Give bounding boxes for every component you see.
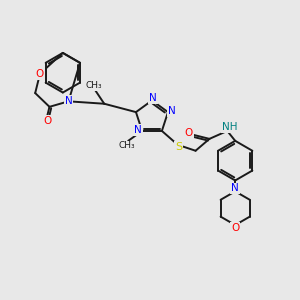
- Text: S: S: [175, 142, 182, 152]
- Text: O: O: [44, 116, 52, 126]
- Text: N: N: [134, 125, 142, 135]
- Text: N: N: [149, 94, 157, 103]
- Text: CH₃: CH₃: [119, 141, 136, 150]
- Text: N: N: [168, 106, 176, 116]
- Text: O: O: [184, 128, 193, 138]
- Text: N: N: [64, 96, 72, 106]
- Text: O: O: [36, 69, 44, 79]
- Text: NH: NH: [221, 122, 237, 132]
- Text: O: O: [231, 223, 239, 233]
- Text: N: N: [231, 183, 239, 194]
- Text: CH₃: CH₃: [85, 81, 102, 90]
